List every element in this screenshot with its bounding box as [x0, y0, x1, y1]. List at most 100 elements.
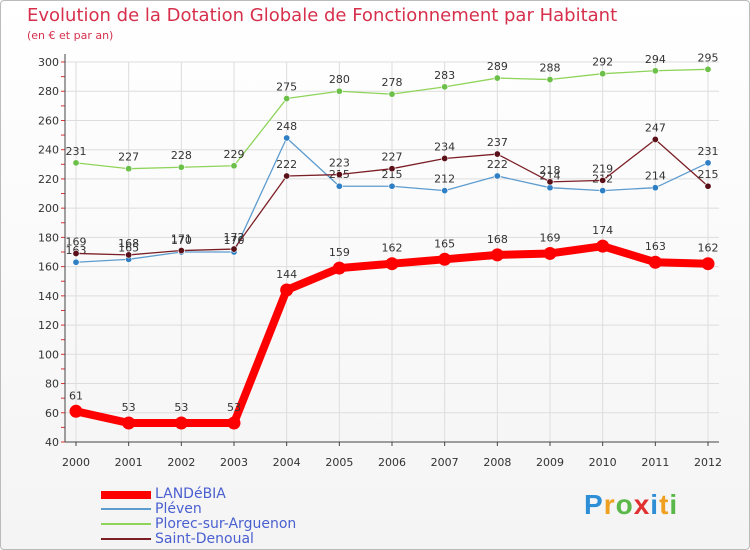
y-tick-label: 80: [45, 378, 59, 391]
data-point: [125, 165, 133, 173]
data-label: 292: [592, 56, 613, 69]
data-label: 275: [276, 81, 297, 94]
data-label: 53: [122, 401, 136, 414]
y-tick-label: 100: [38, 348, 59, 361]
data-label: 61: [69, 389, 83, 402]
data-label: 53: [174, 401, 188, 414]
y-tick-label: 240: [38, 144, 59, 157]
data-label: 228: [171, 149, 192, 162]
data-point: [493, 74, 501, 82]
data-label: 215: [382, 168, 403, 181]
data-label: 144: [276, 268, 297, 281]
data-point: [125, 251, 133, 259]
x-tick-label: 2008: [483, 456, 511, 469]
data-label: 247: [645, 121, 666, 134]
data-point: [599, 176, 607, 184]
x-tick-label: 2009: [536, 456, 564, 469]
data-point: [385, 257, 399, 271]
data-label: 229: [224, 148, 245, 161]
data-point: [122, 416, 136, 430]
data-label: 248: [276, 120, 297, 133]
x-tick-label: 2007: [431, 456, 459, 469]
y-tick-label: 40: [45, 436, 59, 449]
data-label: 168: [118, 237, 139, 250]
data-point: [651, 67, 659, 75]
data-label: 283: [434, 69, 455, 82]
data-label: 171: [171, 233, 192, 246]
x-tick-label: 2003: [220, 456, 248, 469]
data-point: [388, 165, 396, 173]
x-tick-label: 2011: [641, 456, 669, 469]
y-tick-label: 200: [38, 202, 59, 215]
data-point: [69, 404, 83, 418]
data-label: 159: [329, 246, 350, 259]
data-point: [388, 182, 396, 190]
data-label: 212: [434, 173, 455, 186]
y-tick-label: 180: [38, 231, 59, 244]
data-point: [174, 416, 188, 430]
data-point: [704, 65, 712, 73]
data-label: 222: [487, 158, 508, 171]
y-tick-label: 260: [38, 114, 59, 127]
logo-letter: t: [659, 489, 670, 520]
data-label: 227: [382, 151, 403, 164]
x-tick-label: 2005: [325, 456, 353, 469]
y-tick-label: 300: [38, 56, 59, 69]
data-label: 231: [66, 145, 87, 158]
data-label: 219: [592, 162, 613, 175]
data-label: 169: [66, 235, 87, 248]
x-tick-label: 2006: [378, 456, 406, 469]
data-point: [438, 252, 452, 266]
data-point: [493, 172, 501, 180]
x-tick-label: 2004: [273, 456, 301, 469]
x-tick-label: 2010: [589, 456, 617, 469]
legend-swatch: [101, 508, 151, 510]
legend-swatch: [101, 538, 151, 540]
x-tick-label: 2002: [167, 456, 195, 469]
data-point: [72, 159, 80, 167]
data-label: 170: [224, 234, 245, 247]
proxiti-logo: Proxiti: [584, 489, 678, 521]
data-point: [596, 239, 610, 253]
logo-letter: i: [669, 489, 679, 520]
data-point: [177, 163, 185, 171]
y-tick-label: 160: [38, 261, 59, 274]
data-label: 163: [645, 240, 666, 253]
data-point: [599, 70, 607, 78]
data-point: [648, 255, 662, 269]
data-point: [651, 184, 659, 192]
data-label: 237: [487, 136, 508, 149]
logo-letter: i: [650, 489, 660, 520]
logo-letter: x: [633, 489, 651, 520]
data-point: [388, 90, 396, 98]
data-point: [441, 154, 449, 162]
data-point: [283, 95, 291, 103]
data-point: [335, 171, 343, 179]
data-label: 172: [224, 231, 245, 244]
data-label: 162: [382, 242, 403, 255]
data-label: 234: [434, 140, 455, 153]
logo-letter: o: [615, 489, 634, 520]
data-point: [177, 247, 185, 255]
data-point: [546, 76, 554, 84]
x-tick-label: 2001: [115, 456, 143, 469]
data-point: [701, 257, 715, 271]
data-point: [283, 134, 291, 142]
data-label: 218: [540, 164, 561, 177]
data-point: [546, 184, 554, 192]
legend-label: Saint-Denoual: [155, 531, 254, 547]
data-label: 214: [645, 170, 666, 183]
data-label: 278: [382, 76, 403, 89]
x-tick-label: 2000: [62, 456, 90, 469]
data-point: [490, 248, 504, 262]
y-tick-label: 220: [38, 173, 59, 186]
data-point: [72, 249, 80, 257]
data-point: [72, 258, 80, 266]
data-label: 162: [698, 242, 719, 255]
data-point: [704, 182, 712, 190]
data-label: 169: [540, 231, 561, 244]
data-point: [332, 261, 346, 275]
data-label: 288: [540, 62, 561, 75]
legend-label: Pléven: [155, 501, 202, 517]
data-label: 222: [276, 158, 297, 171]
